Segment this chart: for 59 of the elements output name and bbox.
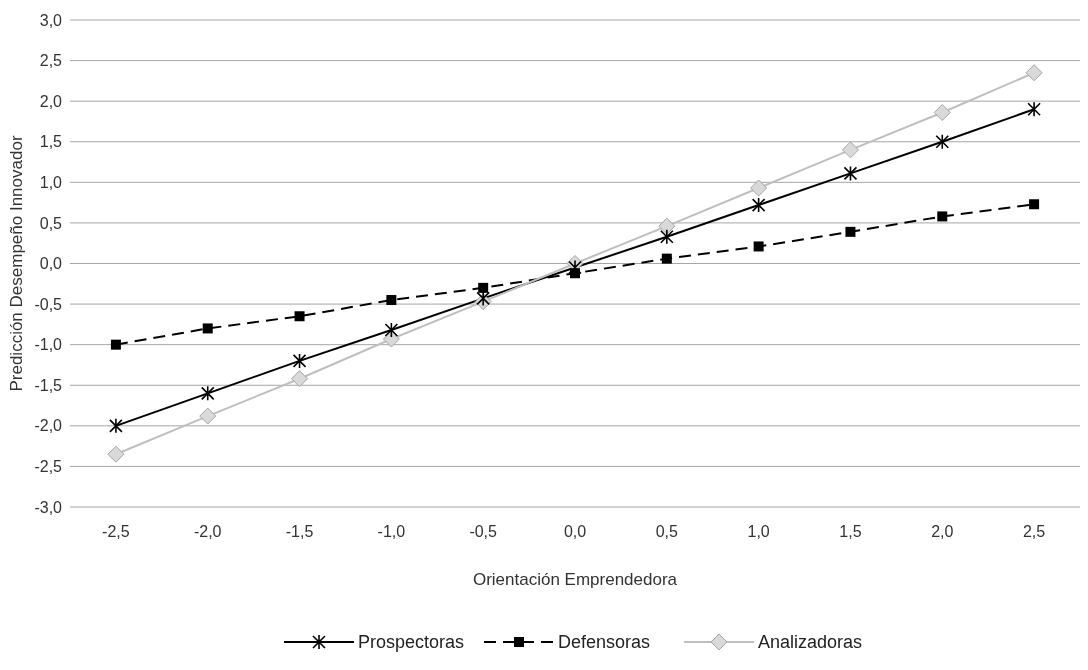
point [110, 339, 121, 350]
x-tick-label: 0,0 [563, 523, 587, 540]
y-tick-label: 1,0 [39, 173, 63, 191]
point [845, 226, 856, 237]
point [933, 104, 951, 122]
x-tick-label: -1,0 [377, 523, 406, 540]
y-tick-label: -0,5 [34, 295, 63, 313]
legend-label: Analizadoras [758, 632, 863, 652]
x-tick-label: 0,5 [655, 523, 679, 540]
point [841, 141, 859, 159]
legend-label: Prospectoras [358, 632, 465, 652]
y-tick-label: -1,5 [34, 376, 63, 394]
point [568, 259, 582, 276]
x-tick-label: -0,5 [469, 523, 498, 540]
point [200, 385, 215, 402]
x-tick-label: 2,0 [931, 523, 954, 540]
point [937, 211, 948, 222]
y-tick-label: -2,0 [34, 417, 63, 435]
point [660, 228, 674, 245]
point [199, 407, 217, 425]
y-tick-label: 0,5 [39, 214, 63, 232]
point [384, 322, 399, 338]
y-tick-label: -2,5 [34, 458, 63, 476]
point [109, 418, 123, 434]
point [751, 197, 766, 213]
x-axis-title: Orientación Emprendedora [472, 570, 678, 589]
x-tick-label: -2,0 [193, 523, 222, 540]
x-tick-label: 1,5 [839, 523, 862, 540]
point [750, 179, 768, 197]
point [291, 370, 309, 388]
point [843, 165, 858, 182]
y-axis-title: Predicción Desempeño Innovador [7, 135, 26, 392]
point [382, 330, 400, 348]
point [107, 445, 125, 463]
point [935, 133, 950, 150]
point [661, 253, 672, 264]
legend-label: Defensoras [558, 632, 651, 652]
point [1025, 64, 1043, 82]
point [658, 217, 676, 235]
y-tick-label: 3,0 [39, 11, 63, 29]
point [202, 323, 213, 334]
x-tick-label: 1,0 [747, 523, 770, 540]
point [292, 353, 307, 369]
point [1027, 101, 1041, 118]
y-tick-label: 1,5 [39, 133, 63, 151]
point [294, 311, 305, 322]
y-tick-label: -3,0 [34, 498, 63, 516]
x-tick-label: -2,5 [102, 523, 130, 540]
y-tick-label: 2,5 [39, 52, 63, 70]
y-tick-label: 0,0 [39, 255, 63, 273]
y-tick-label: 2,0 [39, 92, 63, 110]
x-tick-label: -1,5 [285, 523, 314, 540]
point [386, 295, 397, 306]
x-tick-label: 2,5 [1022, 523, 1046, 540]
point [753, 241, 764, 252]
point [1029, 199, 1040, 210]
y-tick-label: -1,0 [34, 336, 63, 354]
point [478, 282, 489, 293]
point [476, 290, 490, 307]
